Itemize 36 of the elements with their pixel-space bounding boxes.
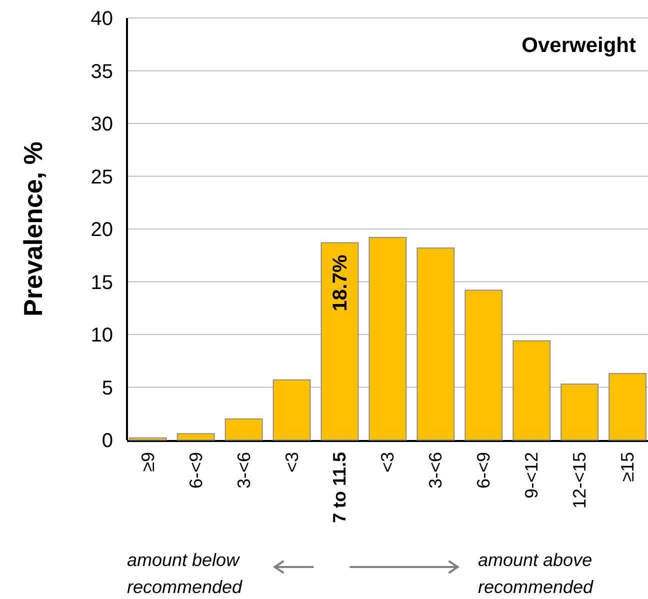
- bar: [560, 384, 599, 440]
- x-tick-label: 3-<6: [234, 452, 254, 489]
- bar: [512, 340, 551, 440]
- bar: [416, 247, 455, 440]
- x-tick-label: 3-<6: [426, 452, 446, 489]
- y-tick-label: 10: [90, 324, 113, 346]
- bar: [224, 418, 263, 440]
- bar: [176, 433, 215, 440]
- x-tick-label: 9-<12: [522, 452, 542, 499]
- y-tick-label: 5: [102, 377, 113, 400]
- bar: [128, 437, 167, 440]
- y-tick-label: 25: [90, 166, 113, 188]
- x-tick-label: <3: [282, 452, 302, 473]
- bar: [320, 242, 359, 440]
- y-tick-label: 30: [90, 114, 113, 136]
- x-tick-label: 7 to 11.5: [330, 452, 350, 524]
- y-tick-label: 40: [90, 8, 113, 30]
- x-tick-label: 6-<9: [474, 452, 494, 489]
- bar: [608, 373, 646, 440]
- y-tick-label: 35: [90, 60, 113, 83]
- y-tick-label: 0: [102, 430, 113, 452]
- x-tick-label: ≥15: [618, 452, 638, 482]
- text: amount below recommended: [127, 550, 244, 597]
- x-tick-label: ≥9: [138, 452, 158, 472]
- y-tick-label: 15: [90, 272, 113, 294]
- x-tick-label: 12-<15: [570, 452, 590, 509]
- bar: [368, 236, 407, 440]
- bar: [272, 379, 311, 440]
- x-tick-label: <3: [378, 452, 398, 473]
- text: Overweight: [522, 34, 636, 57]
- text: amount above recommended: [478, 550, 594, 597]
- bar: [464, 290, 503, 440]
- y-tick-label: 20: [90, 219, 113, 241]
- x-tick-label: 6-<9: [186, 452, 206, 489]
- data-label: 18.7%: [330, 254, 352, 312]
- y-axis-title: Prevalence, %: [18, 142, 48, 316]
